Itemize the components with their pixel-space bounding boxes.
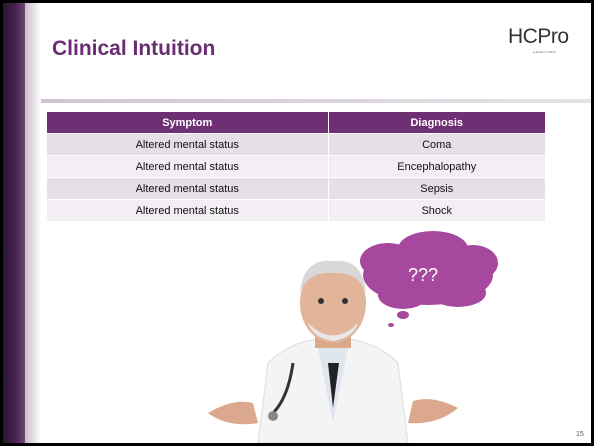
column-header: Symptom: [47, 112, 329, 134]
table-row: Altered mental status Sepsis: [47, 177, 547, 200]
side-gradient: [25, 3, 41, 443]
doctor: [208, 260, 458, 443]
column-header: Diagnosis: [328, 112, 547, 134]
header-row: Symptom Diagnosis: [47, 112, 547, 134]
slide-title: Clinical Intuition: [52, 37, 216, 60]
table-cell: Altered mental status: [47, 133, 329, 156]
table-cell: Encephalopathy: [328, 155, 547, 178]
table-cell: Coma: [328, 133, 547, 156]
table-cell: Altered mental status: [47, 199, 329, 221]
table-cell: Shock: [328, 199, 547, 221]
page-number: 15: [576, 431, 584, 438]
slide: Clinical Intuition HCPro a division of B…: [3, 3, 591, 443]
table-row: Altered mental status Shock: [47, 199, 547, 221]
table-body: Altered mental status Coma Altered mental …: [47, 133, 547, 221]
logo-tagline: a division of BLR: [533, 50, 556, 54]
separator: [41, 99, 591, 103]
side-bar: [3, 3, 25, 443]
logo: HCPro: [508, 25, 569, 48]
thought-cloud: ???: [360, 231, 498, 327]
table: Symptom Diagnosis Altered mental status Co…: [47, 112, 547, 221]
table-row: Altered mental status Encephalopathy: [47, 155, 547, 178]
table-cell: Altered mental status: [47, 177, 329, 200]
table-cell: Sepsis: [328, 177, 547, 200]
table-row: Altered mental status Coma: [47, 133, 547, 156]
illustration: ???: [208, 231, 498, 443]
table-cell: Altered mental status: [47, 155, 329, 178]
callout-text: ???: [408, 265, 438, 285]
